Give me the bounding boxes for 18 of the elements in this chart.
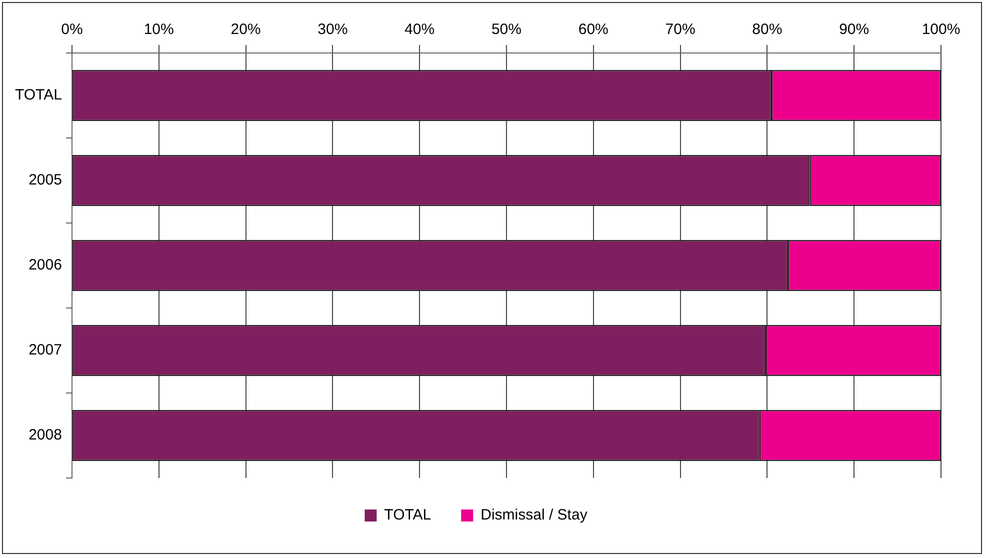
y-tick-label: 2007: [28, 342, 62, 359]
x-tick-label: 80%: [752, 21, 782, 38]
x-tick-label: 20%: [230, 21, 261, 38]
x-tick-label: 100%: [922, 21, 960, 38]
x-tick-label: 30%: [318, 21, 348, 38]
x-tick-label: 90%: [839, 21, 870, 38]
x-tick-label: 40%: [404, 21, 435, 38]
y-tick-label: 2006: [28, 256, 62, 274]
legend-label: Dismissal / Stay: [480, 506, 588, 524]
x-tick-label: 10%: [144, 21, 174, 38]
x-tick-label: 0%: [61, 21, 83, 38]
x-tick-label: 50%: [491, 21, 522, 38]
x-tick-label: 60%: [578, 21, 608, 38]
x-tick-label: 70%: [665, 21, 696, 38]
y-tick-label: 2008: [28, 426, 62, 444]
legend-label: TOTAL: [384, 506, 432, 524]
y-tick-label: TOTAL: [14, 86, 62, 104]
y-tick-label: 2005: [28, 172, 62, 189]
